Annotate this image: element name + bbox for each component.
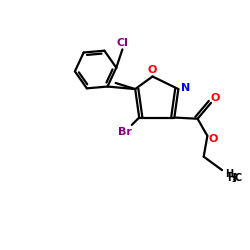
Text: O: O [148, 65, 157, 75]
Text: O: O [211, 94, 220, 104]
Text: Br: Br [118, 127, 132, 137]
Text: O: O [208, 134, 218, 144]
Text: N: N [180, 83, 190, 93]
Text: C: C [235, 173, 242, 183]
Text: 3: 3 [231, 177, 236, 183]
Text: H: H [228, 173, 235, 183]
Text: H₃: H₃ [225, 170, 237, 179]
Text: Cl: Cl [116, 38, 128, 48]
